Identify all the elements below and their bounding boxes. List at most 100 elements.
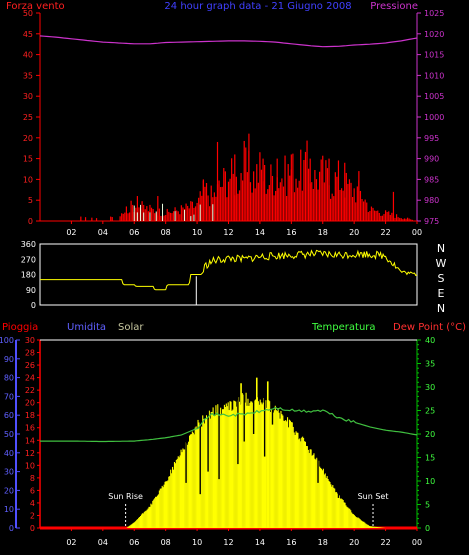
time-tick-label: 00 [412,228,422,237]
time-tick-label: 06 [129,538,139,547]
wind-tick-label: 35 [23,71,33,80]
time-tick-label: 12 [223,538,233,547]
pressure-line [39,35,418,48]
legend-left-item: Umidita [67,322,106,333]
wind-tick-label: 25 [23,113,33,122]
temp-tick-label: 5 [425,501,430,510]
wind-tick-label: 15 [23,155,33,164]
direction-tick-label: 360 [21,240,36,249]
time-tick-label: 10 [192,228,202,237]
time-tick-label: 18 [318,228,328,237]
pressure-tick-label: 975 [424,217,439,226]
time-tick-label: 22 [380,228,390,237]
rain-tick-label: 6 [30,486,35,495]
time-tick-label: 16 [286,228,296,237]
wind-axis-label: Forza vento [6,1,65,12]
time-tick-label: 12 [223,228,233,237]
direction-line [40,249,418,291]
sun-event-label: Sun Rise [108,492,143,501]
wind-tick-label: 20 [23,134,33,143]
humidity-tick-label: 0 [9,524,14,533]
rain-humidity-temperature-panel: Pioggia Umidita Solar Temperatura Dew Point … [0,322,466,547]
rain-tick-label: 2 [30,511,35,520]
rain-tick-label: 28 [25,349,35,358]
compass-label: N [437,242,445,255]
rain-tick-label: 30 [25,336,35,345]
humidity-tick-label: 70 [4,392,14,401]
time-tick-label: 14 [255,228,265,237]
legend-left-item: Pioggia [2,322,38,333]
temp-tick-label: 30 [425,383,435,392]
time-tick-label: 02 [66,228,76,237]
time-tick-label: 14 [255,538,265,547]
wind-tick-label: 40 [23,51,33,60]
rain-tick-label: 8 [30,474,35,483]
rain-tick-label: 24 [25,374,35,383]
wind-tick-label: 10 [23,175,33,184]
rain-tick-label: 12 [25,449,35,458]
chart-title: 24 hour graph data - 21 Giugno 2008 [164,1,351,12]
time-tick-label: 10 [192,538,202,547]
humidity-tick-label: 10 [4,505,14,514]
direction-frame [39,243,418,306]
humidity-tick-label: 80 [4,374,14,383]
pressure-axis-label: Pressione [370,1,418,12]
legend-left-item: Solar [118,322,144,333]
pressure-tick-label: 1000 [424,113,444,122]
temp-tick-label: 10 [425,477,435,486]
rain-tick-label: 20 [25,399,35,408]
pressure-tick-label: 1020 [424,30,444,39]
humidity-tick-label: 30 [4,468,14,477]
pressure-tick-label: 1005 [424,92,444,101]
humidity-tick-label: 100 [0,336,14,345]
rain-tick-label: 22 [25,386,35,395]
pressure-tick-label: 1025 [424,9,444,18]
temp-tick-label: 35 [425,360,435,369]
direction-tick-label: 0 [31,301,36,310]
wind-tick-label: 0 [28,217,33,226]
rain-tick-label: 0 [30,524,35,533]
rain-tick-label: 26 [25,361,35,370]
header-labels: Forza vento 24 hour graph data - 21 Giug… [6,1,418,12]
time-tick-label: 04 [98,538,108,547]
humidity-tick-label: 90 [4,355,14,364]
wind-tick-label: 50 [23,9,33,18]
temp-tick-label: 25 [425,407,435,416]
rain-tick-label: 10 [25,461,35,470]
direction-tick-label: 90 [26,286,36,295]
compass-label: E [438,287,445,300]
temp-tick-label: 40 [425,336,435,345]
time-tick-label: 18 [318,538,328,547]
sun-event-label: Sun Set [358,492,389,501]
wind-tick-label: 45 [23,30,33,39]
rain-tick-label: 4 [30,499,35,508]
rain-tick-label: 16 [25,424,35,433]
time-tick-label: 22 [380,538,390,547]
direction-tick-label: 180 [21,271,36,280]
time-tick-label: 04 [98,228,108,237]
time-tick-label: 02 [66,538,76,547]
pressure-tick-label: 1010 [424,71,444,80]
compass-label: S [438,272,445,285]
direction-tick-label: 270 [21,255,36,264]
humidity-tick-label: 60 [4,411,14,420]
temp-tick-label: 15 [425,454,435,463]
wind-tick-label: 30 [23,92,33,101]
compass-label: W [436,257,447,270]
legend-right-item: Temperatura [311,322,376,333]
time-tick-label: 20 [349,538,359,547]
time-tick-label: 20 [349,228,359,237]
wind-pressure-panel: 0510152025303540455097598098599099510001… [23,9,445,237]
legend-right-item: Dew Point (°C) [393,322,466,333]
temperature-line [40,406,418,443]
time-tick-label: 08 [161,228,171,237]
humidity-tick-label: 20 [4,486,14,495]
pressure-tick-label: 980 [424,196,439,205]
pressure-tick-label: 990 [424,155,439,164]
rain-tick-label: 18 [25,411,35,420]
humidity-tick-label: 50 [4,430,14,439]
wind-tick-label: 5 [28,196,33,205]
compass-label: N [437,302,445,315]
